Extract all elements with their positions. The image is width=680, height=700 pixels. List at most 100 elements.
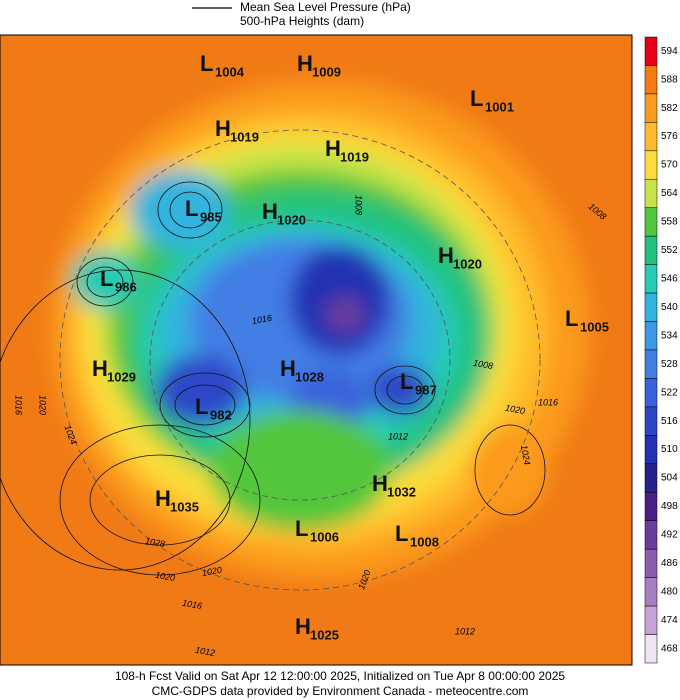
colorbar-swatch [644, 378, 658, 408]
colorbar-label: 546 [661, 274, 678, 285]
colorbar-label: 540 [661, 302, 678, 313]
colorbar-swatch [644, 492, 658, 521]
center-value: 987 [415, 382, 437, 397]
colorbar-swatch [644, 548, 658, 578]
colorbar-label: 504 [661, 473, 678, 484]
colorbar-label: 552 [661, 245, 678, 256]
contour-label: 1016 [14, 395, 24, 415]
contour-label: 1008 [472, 358, 493, 371]
colorbar-swatch [644, 65, 658, 95]
colorbar-swatch [644, 292, 658, 322]
contour-label: 1012 [194, 645, 215, 658]
colorbar-swatch [644, 93, 658, 123]
colorbar-swatch [644, 150, 658, 180]
center-letter: L [195, 394, 208, 419]
colorbar-label: 516 [661, 416, 678, 427]
colorbar-label: 510 [661, 444, 678, 455]
center-letter: L [100, 266, 113, 291]
center-value: 1035 [170, 499, 199, 514]
colorbar-label: 558 [661, 217, 678, 228]
contour-label: 1016 [251, 313, 272, 326]
center-value: 1032 [387, 484, 416, 499]
colorbar-label: 576 [661, 131, 678, 142]
center-value: 986 [115, 279, 137, 294]
colorbar-label: 474 [661, 615, 678, 626]
colorbar-label: 492 [661, 530, 678, 541]
center-letter: H [438, 243, 454, 268]
center-value: 1005 [580, 319, 609, 334]
colorbar-label: 528 [661, 359, 678, 370]
colorbar-swatch [644, 207, 658, 237]
center-value: 1020 [277, 212, 306, 227]
colorbar-label: 468 [661, 643, 678, 654]
center-value: 1004 [215, 64, 245, 79]
footer-text: CMC-GDPS data provided by Environment Ca… [152, 684, 529, 698]
colorbar-label: 534 [661, 330, 678, 341]
center-letter: L [185, 196, 198, 221]
contour-label: 1028 [144, 536, 165, 549]
legend-label: 500-hPa Heights (dam) [240, 14, 364, 28]
colorbar-label: 498 [661, 501, 678, 512]
colorbar-label: 594 [661, 46, 678, 57]
map-frame [0, 34, 633, 666]
colorbar-swatch [644, 179, 658, 208]
colorbar-label: 486 [661, 558, 678, 569]
colorbar-swatch [644, 321, 658, 351]
center-letter: L [295, 516, 308, 541]
colorbar-label: 582 [661, 103, 678, 114]
center-value: 1019 [230, 129, 259, 144]
center-value: 1008 [410, 534, 439, 549]
center-value: 1028 [295, 369, 324, 384]
colorbar-swatch [644, 463, 658, 493]
contour-label: 1020 [504, 403, 525, 416]
colorbar-swatch [644, 235, 658, 265]
contour-label: 1008 [354, 195, 364, 215]
colorbar-swatch [644, 435, 658, 465]
center-letter: L [395, 521, 408, 546]
center-value: 982 [210, 407, 232, 422]
center-letter: H [155, 486, 171, 511]
colorbar-swatch [644, 605, 658, 635]
legend-label: Mean Sea Level Pressure (hPa) [240, 0, 411, 14]
contour-label: 1012 [388, 431, 408, 441]
map-area [0, 35, 632, 665]
colorbar-swatch [644, 36, 658, 66]
contour-label: 1016 [181, 598, 202, 611]
center-letter: H [262, 199, 278, 224]
center-letter: L [470, 86, 483, 111]
center-value: 1025 [310, 627, 339, 642]
colorbar-swatch [644, 520, 658, 550]
colorbar-swatch [644, 577, 658, 607]
contour-label: 1020 [154, 570, 175, 583]
center-letter: H [295, 614, 311, 639]
colorbar-label: 522 [661, 387, 678, 398]
colorbar-swatch [644, 634, 658, 664]
center-letter: L [200, 51, 213, 76]
center-value: 1009 [312, 64, 341, 79]
center-letter: L [400, 369, 413, 394]
center-value: 985 [200, 209, 222, 224]
contour-label: 1024 [519, 444, 532, 465]
colorbar-label: 480 [661, 587, 678, 598]
colorbar-label: 588 [661, 74, 678, 85]
center-letter: H [215, 116, 231, 141]
center-letter: H [325, 136, 341, 161]
center-letter: H [92, 356, 108, 381]
center-letter: L [565, 306, 578, 331]
colorbar-label: 564 [661, 188, 678, 199]
center-letter: H [280, 356, 296, 381]
footer-text: 108-h Fcst Valid on Sat Apr 12 12:00:00 … [115, 669, 565, 683]
contour-label: 1016 [538, 397, 558, 407]
colorbar-swatch [644, 349, 658, 379]
center-letter: H [297, 51, 313, 76]
colorbar-swatch [644, 264, 658, 294]
center-value: 1019 [340, 149, 369, 164]
center-letter: H [372, 471, 388, 496]
contour-label: 1020 [201, 565, 222, 578]
colorbar-swatch [644, 406, 658, 436]
contour-label: 1020 [38, 395, 48, 415]
colorbar-label: 570 [661, 160, 678, 171]
contour-label: 1012 [455, 626, 475, 636]
center-value: 1001 [485, 99, 514, 114]
